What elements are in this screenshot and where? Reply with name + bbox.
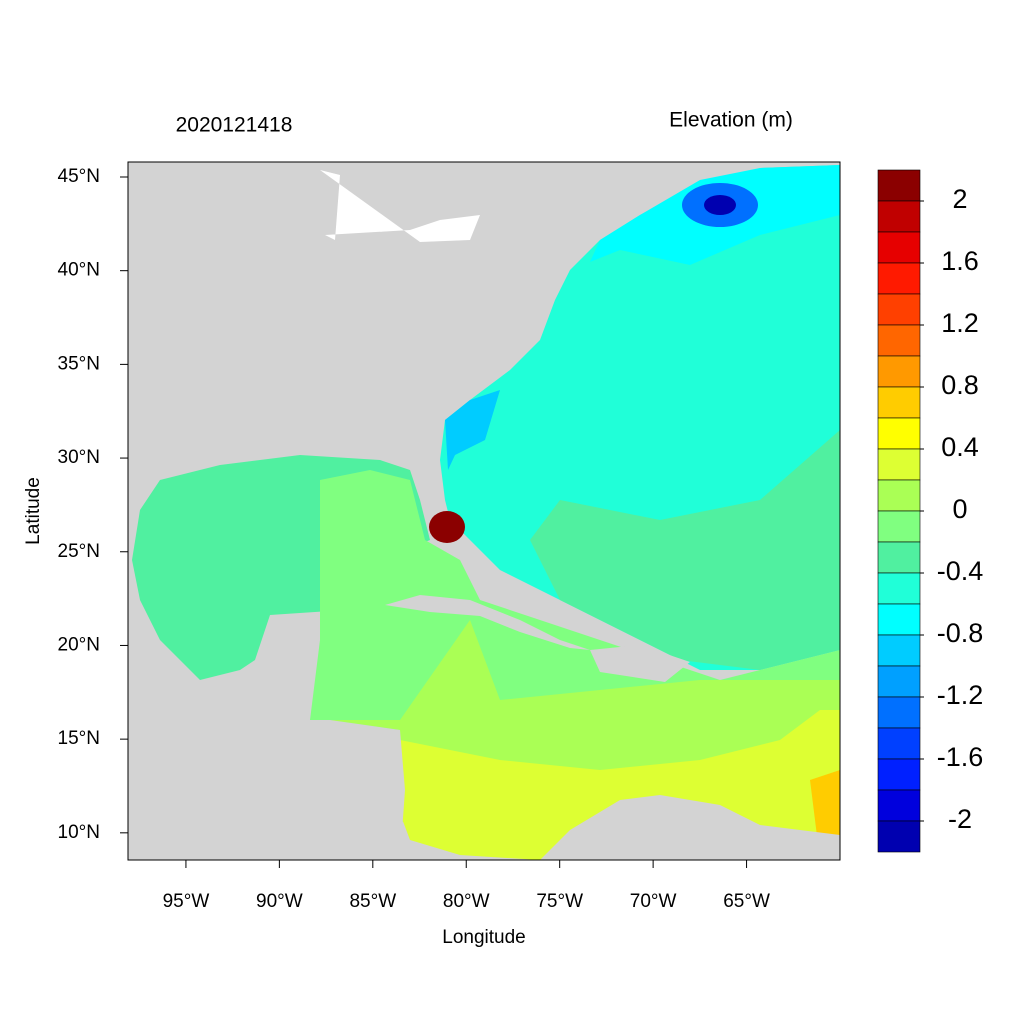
colorbar-box (877, 727, 921, 760)
y-tick-label: 25°N (58, 541, 100, 562)
colorbar-label: 0.4 (941, 432, 979, 462)
x-tick-label: 80°W (443, 891, 490, 912)
colorbar-box (877, 479, 921, 512)
central-america (128, 720, 405, 860)
y-tick-label: 30°N (58, 447, 100, 468)
colorbar-box (877, 541, 921, 574)
colorbar-box (877, 169, 921, 202)
atlantic-south (530, 430, 840, 670)
x-tick-label: 90°W (256, 891, 303, 912)
hispaniola (590, 645, 690, 682)
y-tick-label: 20°N (58, 634, 100, 655)
colorbar-box (877, 758, 921, 791)
colorbar-label: 1.2 (941, 308, 979, 338)
colorbar-box (877, 510, 921, 543)
plot-frame (127, 161, 841, 861)
florida-high (429, 511, 465, 543)
colorbar-box (877, 665, 921, 698)
colorbar-box (877, 603, 921, 636)
colorbar-label: -2 (948, 804, 972, 834)
field-title: Elevation (m) (669, 109, 793, 132)
y-tick-label: 35°N (58, 353, 100, 374)
y-tick-label: 10°N (58, 822, 100, 843)
colorbar-label: -1.2 (937, 680, 984, 710)
colorbar-label: 1.6 (941, 246, 979, 276)
low-core (704, 195, 736, 215)
x-tick-label: 75°W (536, 891, 583, 912)
x-tick-label: 95°W (163, 891, 210, 912)
x-tick-label: 70°W (630, 891, 677, 912)
y-tick-label: 40°N (58, 260, 100, 281)
colorbar-box (877, 820, 921, 853)
colorbar-box (877, 355, 921, 388)
colorbar-box (877, 386, 921, 419)
x-axis-label: Longitude (442, 927, 525, 948)
lakes (320, 170, 480, 242)
x-tick-label: 65°W (723, 891, 770, 912)
colorbar-box (877, 417, 921, 450)
colorbar-box (877, 696, 921, 729)
colorbar-label: 0 (952, 494, 967, 524)
colorbar-box (877, 262, 921, 295)
y-axis-label: Latitude (23, 477, 44, 545)
colorbar-box (877, 231, 921, 264)
colorbar-label: 2 (952, 184, 967, 214)
colorbar-label: -0.4 (937, 556, 984, 586)
south-america (540, 795, 840, 860)
y-tick-label: 45°N (58, 166, 100, 187)
colorbar-box (877, 324, 921, 357)
x-tick-label: 85°W (349, 891, 396, 912)
colorbar-box (877, 200, 921, 233)
colorbar-box (877, 448, 921, 481)
timestamp: 2020121418 (176, 114, 293, 137)
colorbar-label: -0.8 (937, 618, 984, 648)
colorbar-box (877, 634, 921, 667)
colorbar-box (877, 789, 921, 822)
colorbar-box (877, 572, 921, 605)
colorbar-label: -1.6 (937, 742, 984, 772)
colorbar-label: 0.8 (941, 370, 979, 400)
map (127, 161, 841, 861)
coastal-low (445, 390, 500, 470)
cuba (385, 595, 590, 650)
y-tick-label: 15°N (58, 728, 100, 749)
colorbar-box (877, 293, 921, 326)
